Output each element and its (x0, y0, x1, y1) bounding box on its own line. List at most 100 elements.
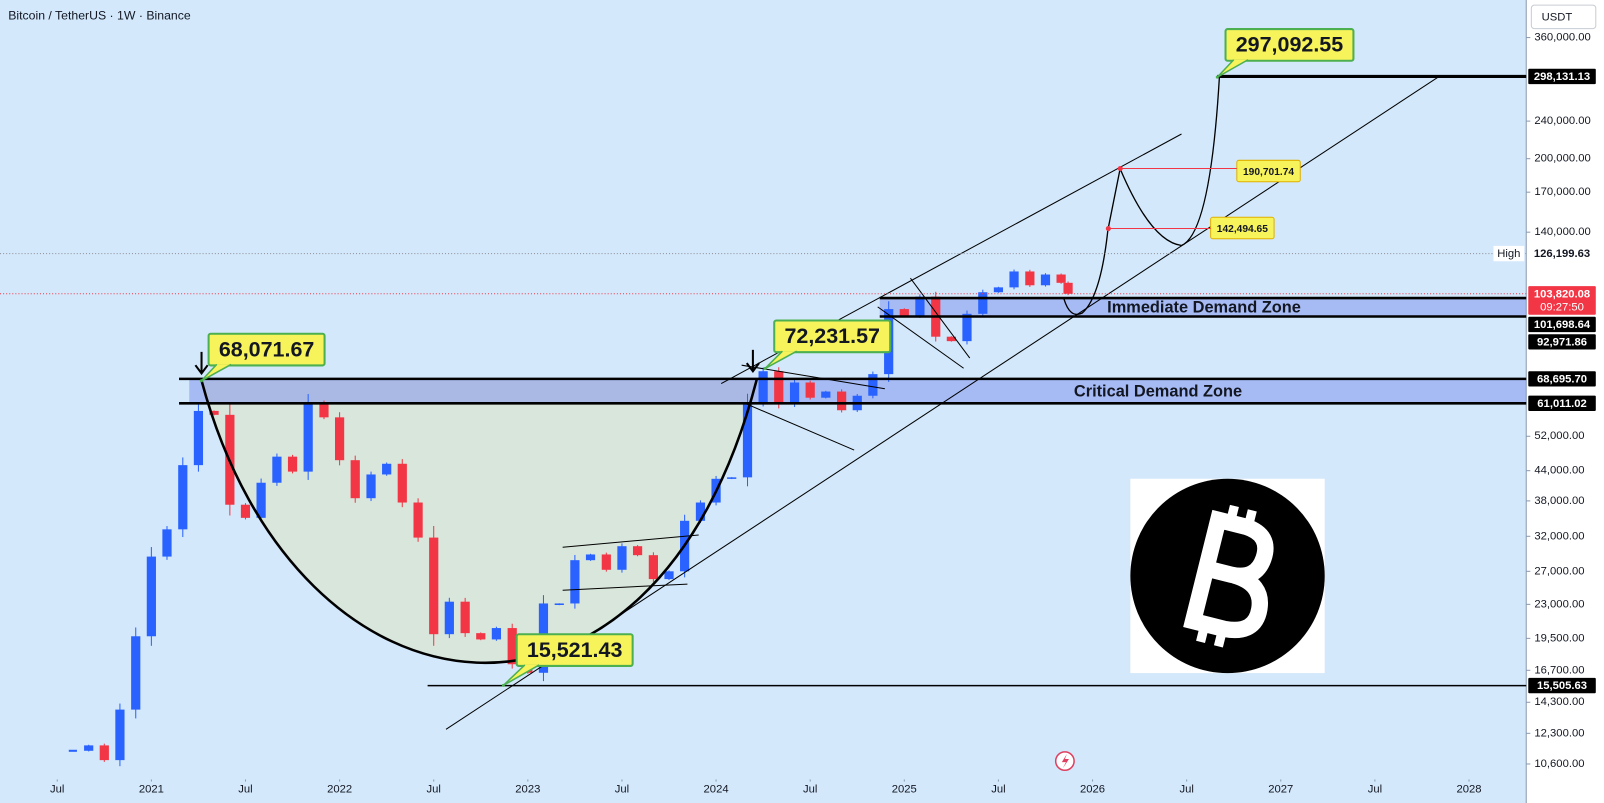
candle (1025, 271, 1035, 286)
callout-label: 68,071.67 (219, 337, 315, 361)
x-tick-label: Jul (427, 784, 441, 796)
candle (758, 371, 768, 403)
callout-box (1236, 159, 1301, 183)
price-badge-label: 15,505.63 (1537, 680, 1587, 692)
demand-zone (879, 298, 1527, 317)
flag-line (562, 534, 699, 548)
zone-label: Critical Demand Zone (1074, 382, 1242, 400)
price-badge (1528, 395, 1596, 412)
arrow (745, 362, 760, 374)
candle (287, 456, 298, 472)
y-tick-label: 200,000.00 (1534, 153, 1590, 165)
callout-point (1105, 225, 1111, 232)
price-badge (1528, 677, 1596, 694)
y-tick-label: 27,000.00 (1534, 565, 1584, 577)
x-tick-label: Jul (991, 784, 1005, 796)
y-tick-label: 240,000.00 (1534, 115, 1590, 127)
callout-label: 72,231.57 (784, 324, 880, 348)
price-badge-label: 61,011.02 (1537, 398, 1586, 410)
callout-point (501, 683, 505, 687)
candle (413, 502, 423, 538)
candle (962, 313, 972, 342)
candle (193, 410, 204, 466)
y-tick-label: 52,000.00 (1534, 430, 1584, 442)
y-tick-label: 14,300.00 (1534, 696, 1584, 708)
candle (115, 709, 125, 761)
candle (507, 628, 517, 665)
candle (585, 554, 596, 561)
callout-point (1117, 165, 1123, 172)
candle (946, 336, 956, 342)
candle (868, 374, 878, 396)
candle (742, 402, 753, 478)
price-badge-label: 103,820.08 (1534, 288, 1590, 300)
candle (837, 391, 847, 411)
arrow (194, 351, 209, 376)
y-tick-label: 44,000.00 (1534, 465, 1584, 477)
axes: Jul 2021 Jul 2022 Jul 2023 Jul 2024 Jul 2025 Jul 20… (50, 32, 1591, 796)
callout-point (199, 379, 203, 383)
y-tick-label: 12,300.00 (1534, 727, 1584, 739)
candle (162, 529, 172, 557)
y-tick-label: 360,000.00 (1534, 32, 1590, 44)
x-tick-label: 2023 (515, 784, 540, 796)
price-badge (1528, 371, 1596, 387)
candle (648, 555, 658, 580)
candle (554, 603, 564, 605)
callout-box (515, 633, 634, 667)
candle (789, 382, 800, 405)
x-tick-label: 2027 (1268, 784, 1293, 796)
y-tick-label: 170,000.00 (1534, 186, 1590, 198)
candle (131, 636, 141, 710)
x-tick-label: Jul (803, 784, 817, 796)
candle (146, 556, 156, 637)
candle (695, 502, 706, 521)
x-tick-label: Jul (238, 784, 252, 796)
callout-box (1224, 28, 1355, 62)
candle (476, 633, 486, 640)
flag-line (562, 583, 688, 591)
candle (84, 745, 94, 751)
y-tick-label: 32,000.00 (1534, 530, 1584, 542)
price-badge (1528, 316, 1596, 333)
bitcoin-logo (1130, 478, 1325, 674)
annotations: 68,071.67 72,231.57 15,521.43 297,092.55 190… (199, 28, 1355, 687)
x-tick-label: Jul (1368, 784, 1382, 796)
badge-tag-bg (1493, 245, 1525, 262)
badge-tag: High (1497, 248, 1520, 260)
callout-box (773, 319, 892, 354)
candle (256, 482, 266, 518)
candle (727, 477, 737, 479)
candle (774, 371, 784, 405)
candle (397, 463, 407, 503)
candle (319, 402, 329, 418)
candle (570, 560, 580, 604)
currency-label: USDT (1542, 11, 1573, 23)
candle (444, 601, 454, 635)
flag-line (746, 403, 855, 451)
zone-label: Immediate Demand Zone (1107, 299, 1301, 317)
x-tick-label: 2021 (139, 784, 164, 796)
x-tick-label: 2025 (892, 784, 917, 796)
candle (805, 382, 815, 398)
logo-glyph (1183, 504, 1274, 648)
countdown: 09:27:50 (1540, 302, 1584, 314)
callout-box (207, 332, 326, 367)
candle (303, 402, 313, 472)
x-tick-label: Jul (1179, 784, 1193, 796)
candle (978, 292, 988, 314)
x-tick-label: 2026 (1080, 784, 1105, 796)
y-tick-label: 19,500.00 (1534, 632, 1584, 644)
levels: Immediate Demand Zone Critical Demand Zon… (0, 68, 1596, 694)
candle (460, 601, 470, 634)
candle (350, 460, 360, 499)
currency-box (1530, 4, 1597, 30)
x-tick-label: 2022 (327, 784, 352, 796)
candle (429, 537, 439, 635)
price-badge-label: 126,199.63 (1534, 248, 1590, 260)
alert-icon (1054, 751, 1075, 772)
price-badge (1528, 68, 1596, 85)
candle (664, 571, 674, 580)
flag-line (910, 277, 971, 359)
